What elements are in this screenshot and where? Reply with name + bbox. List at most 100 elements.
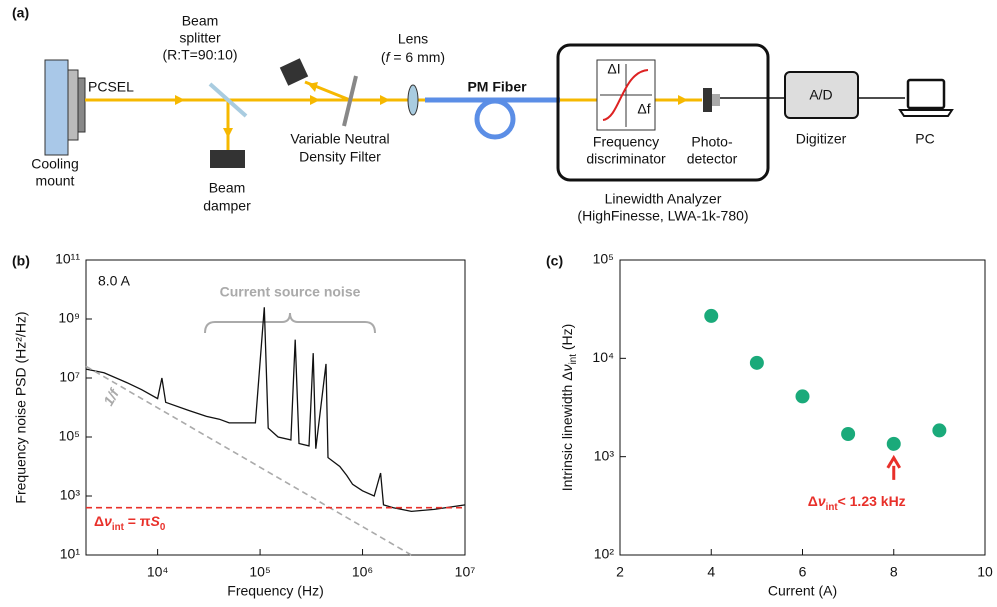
point xyxy=(749,355,764,370)
x-tick-label: 2 xyxy=(616,564,624,580)
y-tick-label: 10⁵ xyxy=(59,428,80,444)
point xyxy=(704,308,719,323)
series-line xyxy=(85,307,466,513)
label-part: 0 xyxy=(160,522,166,533)
label: Digitizer xyxy=(796,131,847,147)
beam-arrows xyxy=(175,82,390,138)
pc-screen xyxy=(906,78,946,110)
label: A/D xyxy=(809,87,832,103)
panel-label: (b) xyxy=(12,253,30,269)
cooling-mount xyxy=(44,59,69,156)
label-part: ν xyxy=(104,513,112,529)
label: ΔI xyxy=(607,61,620,77)
y-tick-label: 10⁹ xyxy=(58,310,80,326)
beam-damper xyxy=(210,150,245,168)
y-tick-label: 10¹¹ xyxy=(55,251,80,267)
y-axis-label: Frequency noise PSD (Hz²/Hz) xyxy=(13,311,29,503)
x-axis-label: Current (A) xyxy=(768,583,837,599)
label: Frequency xyxy=(593,134,659,150)
y-tick-label: 10³ xyxy=(60,487,81,503)
fiber-loop xyxy=(474,98,516,140)
label-part: ν xyxy=(559,364,575,371)
label: Beam xyxy=(209,180,246,196)
point xyxy=(841,427,856,442)
label-part: ν xyxy=(818,493,826,509)
point xyxy=(795,389,810,404)
label: Δf xyxy=(637,101,650,117)
label-part: S xyxy=(151,513,161,529)
label: PC xyxy=(915,131,934,147)
digitizer-box xyxy=(784,71,859,119)
x-tick-label: 10⁴ xyxy=(147,564,169,580)
x-tick-label: 6 xyxy=(799,564,807,580)
label: Linewidth Analyzer xyxy=(605,191,722,207)
plot-frame xyxy=(85,259,466,556)
y-axis-label: Intrinsic linewidth Δνint (Hz) xyxy=(559,324,579,492)
label-part: int xyxy=(112,522,125,533)
laser-body xyxy=(67,69,79,141)
y-tick-label: 10⁴ xyxy=(592,349,614,365)
label-part: (Hz) xyxy=(559,324,575,354)
pc-base xyxy=(898,109,954,117)
label: (a) xyxy=(12,5,29,21)
label: mount xyxy=(36,173,75,189)
annotation: Δνint< 1.23 kHz xyxy=(808,493,906,513)
point xyxy=(886,436,901,451)
y-tick-label: 10⁵ xyxy=(593,251,614,267)
x-tick-label: 10 xyxy=(977,564,993,580)
analyzer-box xyxy=(556,43,770,182)
panel-label: (c) xyxy=(546,253,563,269)
y-tick-label: 10⁷ xyxy=(59,369,80,385)
label: Density Filter xyxy=(299,149,381,165)
label-part: f xyxy=(386,49,392,65)
label: Photo- xyxy=(691,134,733,150)
y-tick-label: 10² xyxy=(594,546,615,562)
annotation: Current source noise xyxy=(220,284,361,300)
label-part: ( xyxy=(381,49,386,65)
label: Cooling xyxy=(31,156,78,172)
label: Variable Neutral xyxy=(290,131,389,147)
label: discriminator xyxy=(586,151,666,167)
x-axis-label: Frequency (Hz) xyxy=(227,583,323,599)
label: PM Fiber xyxy=(467,79,527,95)
beam-splitter xyxy=(208,82,248,118)
annotation-arrow xyxy=(886,454,902,480)
series-line xyxy=(85,365,412,556)
setup-drawing xyxy=(44,43,954,334)
x-tick-label: 4 xyxy=(707,564,715,580)
annotation: 8.0 A xyxy=(98,273,131,289)
x-tick-label: 10⁵ xyxy=(249,564,270,580)
noise-brace xyxy=(204,312,376,334)
label: PCSEL xyxy=(88,79,134,95)
label: splitter xyxy=(179,30,221,46)
label-part: Δ xyxy=(94,513,104,529)
discriminator-curve xyxy=(602,69,649,121)
beam-damper xyxy=(279,58,309,86)
label-part: Intrinsic linewidth Δ xyxy=(559,371,575,491)
plot-frame xyxy=(619,259,986,556)
point xyxy=(932,423,947,438)
label-part: int xyxy=(568,354,579,365)
label-part: Δ xyxy=(808,493,818,509)
label: damper xyxy=(203,198,251,214)
x-tick-label: 10⁷ xyxy=(455,564,476,580)
rich-label: (f = 6 mm) xyxy=(381,49,445,65)
label: (HighFinesse, LWA-1k-780) xyxy=(577,208,748,224)
annotation: 1/f xyxy=(100,385,123,408)
label: (R:T=90:10) xyxy=(162,47,237,63)
label-part: int xyxy=(826,501,839,512)
label-part: = 6 mm) xyxy=(389,49,445,65)
beam-arrows xyxy=(678,95,688,105)
laser-chip xyxy=(77,77,86,133)
label: Beam xyxy=(182,13,219,29)
label-part: = π xyxy=(124,513,151,529)
y-tick-label: 10¹ xyxy=(60,546,81,562)
annotation: Δνint = πS0 xyxy=(94,513,166,533)
label-part: < 1.23 kHz xyxy=(838,493,906,509)
y-tick-label: 10³ xyxy=(594,447,615,463)
x-tick-label: 10⁶ xyxy=(352,564,373,580)
photodetector xyxy=(712,94,720,106)
lens xyxy=(407,84,419,116)
label: detector xyxy=(687,151,738,167)
